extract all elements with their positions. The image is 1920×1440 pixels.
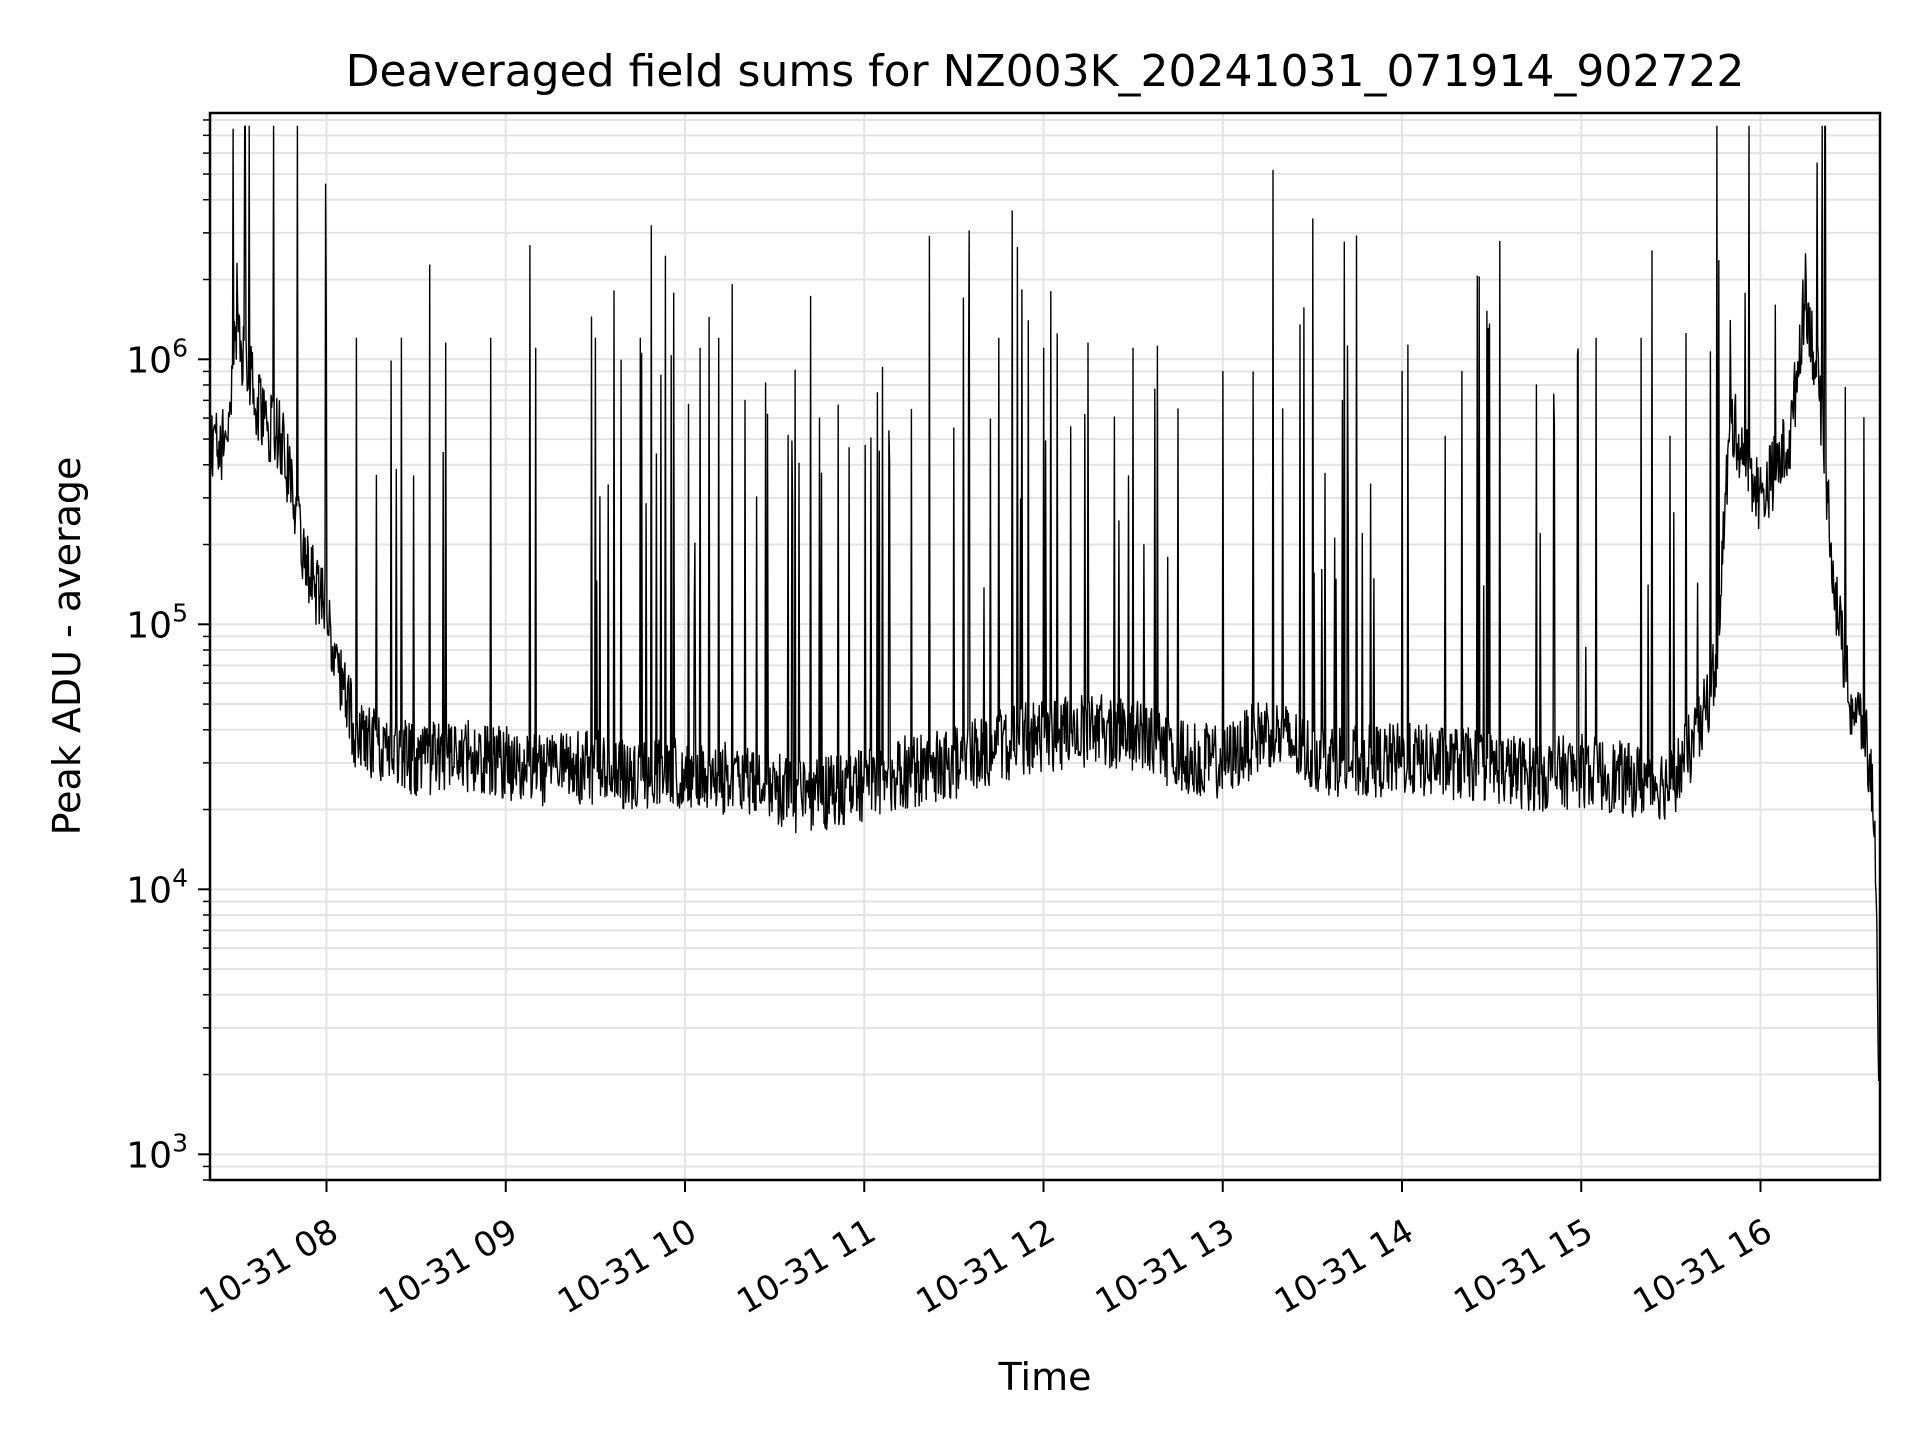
series-line xyxy=(210,125,1880,1089)
y-tick-label: 104 xyxy=(126,863,188,911)
y-axis: 103 104 105 106 xyxy=(126,119,210,1181)
plot-frame xyxy=(208,111,1882,1182)
plot-area xyxy=(210,125,1880,1089)
y-tick-label: 103 xyxy=(126,1128,188,1176)
y-tick-label: 105 xyxy=(126,598,188,646)
y-axis-label: Peak ADU - average xyxy=(45,457,89,836)
chart-title: Deaveraged field sums for NZ003K_2024103… xyxy=(346,46,1745,97)
series-layer xyxy=(210,125,1880,1089)
x-axis-label: Time xyxy=(998,1355,1092,1399)
y-tick-label: 106 xyxy=(126,333,188,381)
